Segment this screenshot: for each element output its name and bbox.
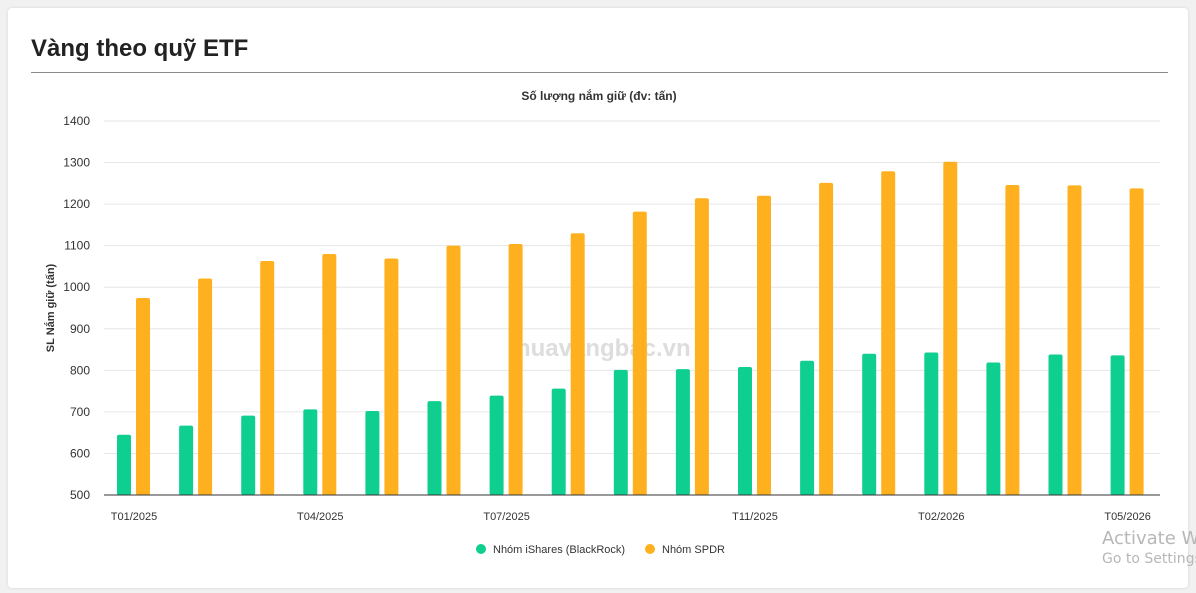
bar-ishares xyxy=(1048,354,1063,495)
bar-ishares xyxy=(179,425,194,495)
legend-ishares-marker xyxy=(476,544,486,554)
bar-ishares xyxy=(365,411,380,495)
bar-spdr xyxy=(508,244,523,495)
bar-spdr xyxy=(1005,184,1020,496)
bar-spdr xyxy=(1067,185,1082,495)
watermark-text: muavangbac.vn xyxy=(509,335,690,362)
bar-spdr xyxy=(570,233,585,495)
y-tick-label: 700 xyxy=(70,405,90,419)
y-tick-label: 1300 xyxy=(63,156,90,170)
bar-spdr xyxy=(943,161,958,496)
x-tick-label: T11/2025 xyxy=(732,511,778,523)
bar-ishares xyxy=(489,395,504,495)
bar-ishares xyxy=(1110,355,1125,495)
legend-spdr-marker xyxy=(645,544,655,554)
bar-spdr xyxy=(881,171,896,495)
y-tick-label: 500 xyxy=(70,488,90,502)
bar-spdr xyxy=(136,298,150,495)
bar-ishares xyxy=(924,352,939,495)
y-tick-label: 1000 xyxy=(63,280,90,294)
title-divider xyxy=(31,72,1168,73)
bar-spdr xyxy=(260,261,275,495)
bar-ishares xyxy=(613,369,628,495)
x-tick-label: T01/2025 xyxy=(111,511,157,523)
bar-spdr xyxy=(632,211,647,495)
y-tick-label: 900 xyxy=(70,322,90,336)
x-tick-label: T04/2025 xyxy=(297,511,343,523)
bar-ishares xyxy=(800,360,815,495)
go-to-settings-text: Go to Settings xyxy=(1102,550,1196,567)
bar-spdr xyxy=(384,258,399,495)
y-tick-label: 600 xyxy=(70,446,90,460)
y-tick-label: 1100 xyxy=(64,239,90,253)
bar-spdr xyxy=(1129,188,1144,495)
bar-spdr xyxy=(322,253,337,495)
activate-windows-overlay: Activate W Go to Settings xyxy=(1102,528,1196,568)
panel-title: Vàng theo quỹ ETF xyxy=(31,35,249,62)
bar-ishares xyxy=(117,434,131,495)
legend-ishares-label: Nhóm iShares (BlackRock) xyxy=(493,544,625,556)
y-axis-label: SL Nắm giữ (tấn) xyxy=(44,263,57,352)
bar-ishares xyxy=(551,388,566,495)
bar-ishares xyxy=(862,353,877,495)
bar-spdr xyxy=(446,245,461,495)
bar-spdr xyxy=(757,195,771,496)
x-tick-label: T02/2026 xyxy=(918,511,964,523)
bar-ishares xyxy=(427,401,442,495)
bar-ishares xyxy=(303,409,318,495)
bar-ishares xyxy=(986,362,1001,495)
bar-spdr xyxy=(819,182,834,495)
y-tick-label: 1200 xyxy=(63,197,90,211)
chart-title: Số lượng nắm giữ (đv: tấn) xyxy=(521,88,676,103)
bar-ishares xyxy=(738,367,752,495)
bar-ishares xyxy=(675,369,690,495)
x-tick-label: T07/2025 xyxy=(483,511,529,523)
bar-ishares xyxy=(241,415,256,495)
y-tick-label: 800 xyxy=(70,363,90,377)
y-tick-label: 1400 xyxy=(63,114,90,128)
bar-spdr xyxy=(694,198,709,495)
activate-windows-text: Activate W xyxy=(1102,528,1196,549)
x-tick-label: T05/2026 xyxy=(1104,511,1150,523)
legend-spdr-label: Nhóm SPDR xyxy=(662,544,725,556)
bar-spdr xyxy=(198,278,213,495)
